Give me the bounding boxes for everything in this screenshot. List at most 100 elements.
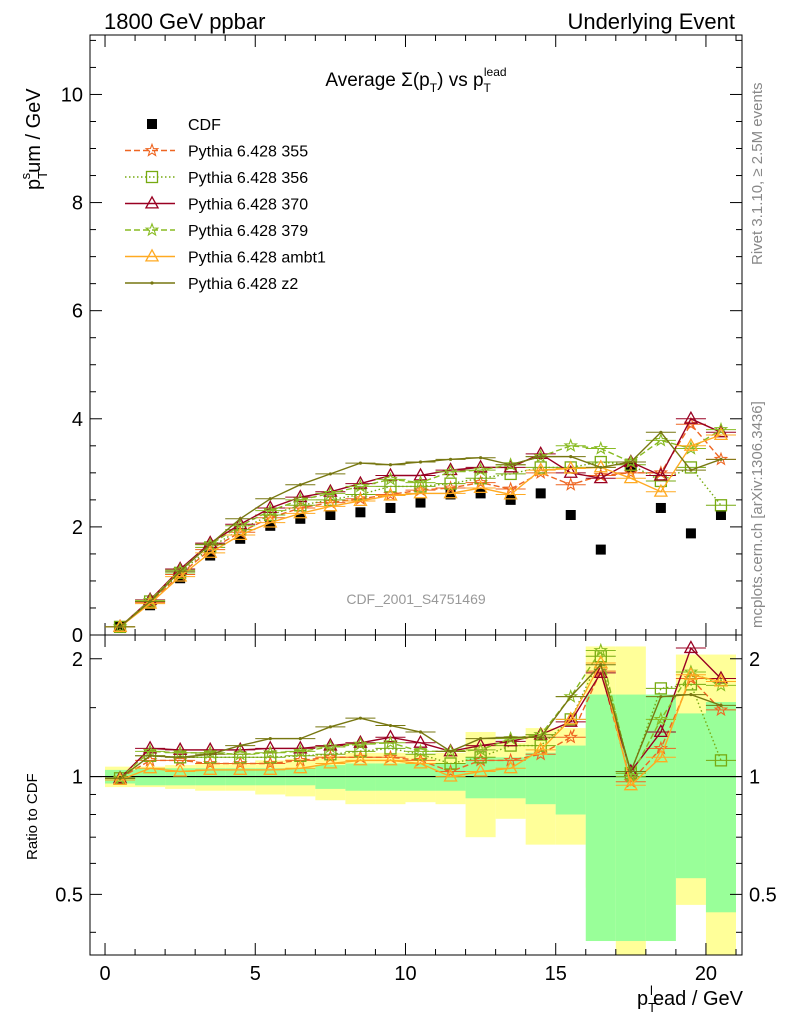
legend: CDF Pythia 6.428 355 Pythia 6.428 356 Pythi… <box>125 117 326 293</box>
legend-entry: Pythia 6.428 379 <box>125 222 308 240</box>
ratio-data-point <box>262 745 278 760</box>
ratio-data-point <box>323 739 338 754</box>
data-point <box>443 485 458 499</box>
ratio-series-group <box>105 640 736 791</box>
ratio-data-point <box>418 730 423 734</box>
data-point <box>353 475 368 489</box>
data-point <box>533 445 548 459</box>
ratio-data-point <box>353 736 368 751</box>
data-point <box>503 481 518 496</box>
data-point <box>298 483 302 487</box>
ratio-data-point <box>414 748 427 761</box>
data-point <box>293 492 308 507</box>
ratio-data-point <box>683 640 699 654</box>
svg-text:pTlead / GeV: pTlead / GeV <box>637 983 744 1015</box>
data-point <box>653 483 669 497</box>
ratio-data-point <box>473 742 488 757</box>
data-point <box>264 508 277 522</box>
ratio-y-tick-label-right: 2 <box>749 649 760 671</box>
data-point <box>388 463 393 467</box>
data-point <box>263 514 278 528</box>
ratio-data-point <box>473 763 488 777</box>
ratio-data-point <box>118 776 122 780</box>
ratio-data-point <box>388 723 393 728</box>
ratio-data-point <box>148 754 152 758</box>
data-point <box>509 463 513 467</box>
mcplots-info: mcplots.cern.ch [arXiv:1306.3436] <box>749 401 766 628</box>
y-tick-label: 10 <box>61 84 83 106</box>
data-point <box>595 544 606 555</box>
ratio-data-point <box>233 761 248 775</box>
data-point <box>533 448 548 463</box>
ratio-data-point <box>563 688 579 703</box>
y-tick-label: 6 <box>72 301 83 323</box>
ratio-y-tick-label: 1 <box>72 767 83 789</box>
ratio-y-tick-label-right: 1 <box>749 767 760 789</box>
data-point <box>653 467 669 481</box>
ratio-data-point <box>563 729 579 744</box>
ratio-data-point <box>328 725 332 729</box>
ratio-data-point <box>354 745 367 758</box>
legend-label: Pythia 6.428 356 <box>188 170 308 187</box>
ratio-data-point <box>563 713 578 727</box>
ratio-data-point <box>238 743 242 748</box>
main-title: Average Σ(pT) vs pTlead <box>325 65 506 95</box>
data-point <box>593 440 609 455</box>
data-point <box>443 480 458 495</box>
ratio-data-point <box>623 777 638 791</box>
stat-uncertainty-band <box>675 713 706 879</box>
data-point <box>295 513 306 524</box>
data-point <box>473 459 488 473</box>
data-point <box>563 460 578 474</box>
data-point <box>233 527 248 541</box>
data-point <box>323 485 338 500</box>
y-tick-label: 0 <box>72 625 83 647</box>
svg-text:Average Σ(pT) vs pTlead: Average Σ(pT) vs pTlead <box>325 65 506 95</box>
ratio-data-point <box>593 664 608 678</box>
data-point <box>683 416 699 431</box>
stat-uncertainty-band <box>705 702 736 913</box>
data-point <box>715 510 726 520</box>
data-point <box>353 478 368 493</box>
ratio-axis-ticks: 0.5 0.51 12 20 5 10 15 20 <box>55 635 777 985</box>
data-point <box>473 462 488 477</box>
data-point <box>265 520 276 531</box>
ratio-data-point <box>713 673 729 687</box>
legend-marker <box>147 119 157 129</box>
data-point <box>535 488 546 499</box>
x-tick-label: 5 <box>250 963 261 985</box>
data-point <box>293 505 308 519</box>
ratio-y-label-text: Ratio to CDF <box>24 773 41 860</box>
ratio-data-point <box>413 743 428 758</box>
header-right: Underlying Event <box>567 9 735 34</box>
data-point <box>683 410 699 424</box>
main-series <box>105 427 736 632</box>
data-point <box>473 474 488 489</box>
data-point <box>478 456 483 460</box>
ratio-data-point <box>503 760 518 774</box>
data-point <box>383 486 398 501</box>
data-point <box>563 464 578 478</box>
legend-entry: Pythia 6.428 356 <box>125 170 308 187</box>
data-point <box>353 492 368 506</box>
ratio-data-point <box>683 666 699 680</box>
x-tick-label: 15 <box>545 963 567 985</box>
ratio-data-point <box>178 755 182 759</box>
data-point <box>713 427 729 441</box>
data-point <box>238 517 242 521</box>
legend-entry: Pythia 6.428 ambt1 <box>125 248 326 267</box>
data-point <box>148 599 152 604</box>
ratio-series <box>105 663 736 780</box>
ratio-data-point <box>659 695 663 699</box>
data-point <box>414 480 427 493</box>
ratio-data-point <box>719 703 723 707</box>
ratio-data-point <box>293 760 308 774</box>
data-point <box>539 455 543 459</box>
ratio-data-point <box>142 760 158 774</box>
ratio-data-point <box>268 737 272 741</box>
data-point <box>358 461 363 465</box>
data-point <box>112 618 128 632</box>
stat-uncertainty-band <box>525 752 556 805</box>
watermark: CDF_2001_S4751469 <box>346 591 486 607</box>
legend-entry: Pythia 6.428 z2 <box>125 276 298 293</box>
